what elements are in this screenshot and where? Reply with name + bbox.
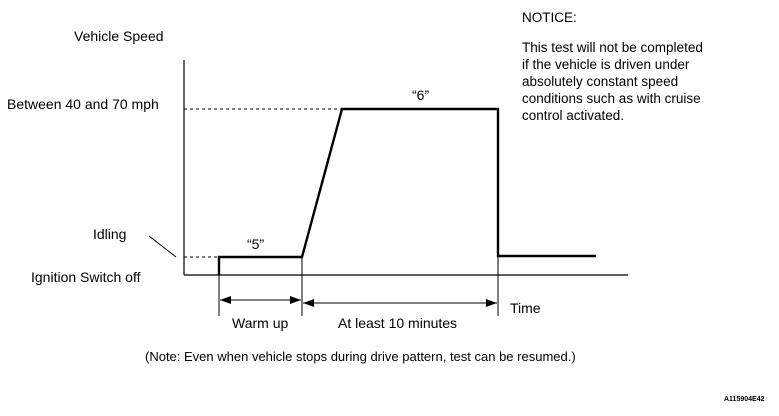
idling-label: Idling <box>93 226 126 242</box>
minutes-arrow-left-head <box>303 299 314 307</box>
step-5-label: “5” <box>247 236 264 252</box>
warm-up-arrow-right-head <box>290 296 301 304</box>
ignition-off-label: Ignition Switch off <box>31 269 141 285</box>
notice-line: control activated. <box>522 108 624 123</box>
time-label: Time <box>510 300 541 316</box>
warm-up-label: Warm up <box>232 315 288 331</box>
step-6-label: “6” <box>412 87 429 103</box>
notice-line: This test will not be completed <box>522 40 703 55</box>
minutes-arrow-right-head <box>486 299 497 307</box>
notice-title: NOTICE: <box>522 10 577 25</box>
notice-line: if the vehicle is driven under <box>522 57 690 72</box>
notice-line: absolutely constant speed <box>522 74 678 89</box>
resume-note: (Note: Even when vehicle stops during dr… <box>145 349 576 364</box>
speed-profile-line <box>217 107 596 275</box>
notice-line: conditions such as with cruise <box>522 91 701 106</box>
speed-high-label: Between 40 and 70 mph <box>7 96 159 112</box>
at-least-10-minutes-label: At least 10 minutes <box>338 315 457 331</box>
warm-up-arrow-left-head <box>220 296 231 304</box>
y-axis-label: Vehicle Speed <box>74 28 164 44</box>
figure-code: A115904E42 <box>724 396 765 403</box>
idling-leader-line <box>148 235 177 258</box>
